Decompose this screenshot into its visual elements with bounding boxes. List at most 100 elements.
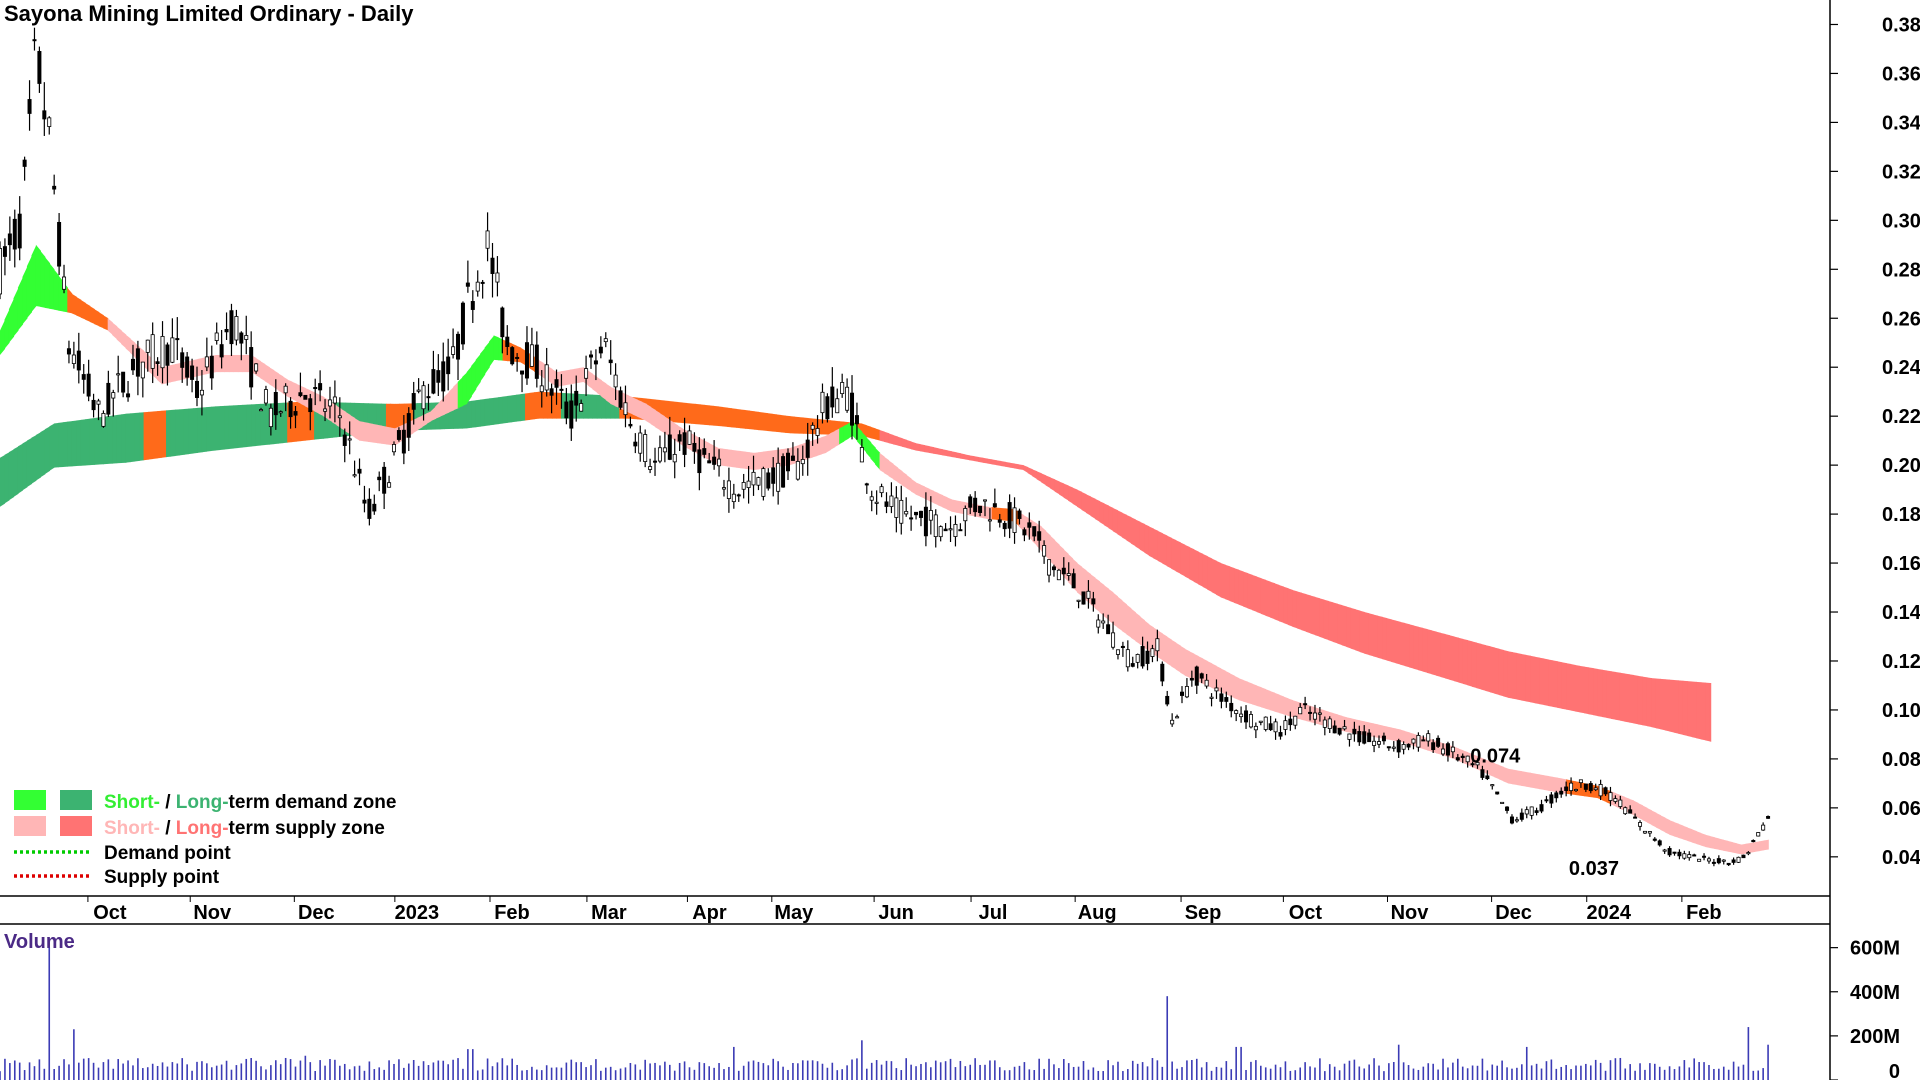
- short-term-zone-segment: [1171, 639, 1177, 670]
- short-term-zone-segment: [13, 287, 19, 337]
- short-term-zone-segment: [655, 410, 661, 431]
- candle-body: [278, 411, 283, 414]
- volume-bar: [314, 1070, 316, 1080]
- long-term-zone-segment: [996, 460, 1002, 466]
- volume-bar: [516, 1064, 518, 1080]
- volume-bar: [383, 1069, 385, 1080]
- volume-bar: [1599, 1062, 1602, 1080]
- short-term-zone-segment: [1332, 713, 1338, 730]
- long-term-zone-segment: [175, 409, 181, 456]
- long-term-zone-segment: [1328, 601, 1334, 642]
- long-term-zone-segment: [991, 459, 997, 466]
- candle-body: [1687, 854, 1692, 859]
- candle-body: [835, 398, 840, 414]
- long-term-zone-segment: [870, 426, 876, 440]
- long-term-zone-segment: [1669, 679, 1675, 733]
- volume-bar: [1363, 1068, 1366, 1080]
- long-term-zone-segment: [587, 394, 593, 419]
- candle-body: [1514, 819, 1519, 822]
- volume-bar: [1328, 1064, 1331, 1080]
- volume-bar: [230, 1069, 233, 1080]
- candle-body: [653, 460, 658, 463]
- candle-body: [337, 415, 342, 419]
- volume-bar: [1269, 1068, 1272, 1080]
- volume-bar: [1181, 1067, 1183, 1080]
- long-term-zone-segment: [22, 440, 28, 491]
- short-term-zone-segment: [1391, 727, 1397, 741]
- volume-bar: [708, 1066, 710, 1080]
- long-term-zone-segment: [928, 446, 934, 454]
- candle-body: [1741, 854, 1746, 859]
- short-term-zone-segment: [735, 450, 742, 469]
- long-term-zone-segment: [251, 404, 257, 447]
- long-term-zone-segment: [103, 416, 109, 465]
- short-term-zone-segment: [215, 354, 221, 373]
- short-term-zone-segment: [22, 266, 28, 325]
- volume-bar: [417, 1065, 420, 1080]
- long-term-zone-segment: [1664, 679, 1670, 732]
- short-term-zone-segment: [601, 380, 607, 401]
- candle-body: [66, 348, 71, 355]
- volume-bar: [1299, 1067, 1301, 1080]
- candle-body: [470, 301, 475, 310]
- volume-bar: [1585, 1063, 1587, 1080]
- candle-body: [1101, 620, 1106, 624]
- legend-demand-mid: /: [160, 792, 176, 813]
- candle-body: [1529, 806, 1534, 816]
- long-term-zone-segment: [1005, 461, 1011, 468]
- candle-body: [1130, 663, 1135, 667]
- legend-supply-main: Long-: [176, 818, 229, 839]
- volume-bar: [215, 1065, 218, 1080]
- long-term-zone-segment: [695, 403, 701, 425]
- date-tick-label: Jul: [979, 902, 1008, 924]
- candle-body: [357, 468, 362, 474]
- candle-body: [628, 423, 633, 427]
- volume-bar: [1427, 1063, 1430, 1080]
- volume-bar: [570, 1059, 573, 1080]
- volume-bar: [550, 1067, 553, 1080]
- short-term-zone-segment: [1103, 585, 1110, 621]
- volume-bar: [1255, 1060, 1257, 1080]
- short-term-zone-segment: [1503, 766, 1509, 784]
- volume-bar: [1609, 1060, 1612, 1080]
- volume-bar: [1033, 1070, 1036, 1080]
- candle-body: [613, 374, 618, 388]
- long-term-zone-segment: [381, 403, 387, 433]
- long-term-zone-segment: [462, 401, 468, 429]
- short-term-zone-segment: [596, 377, 602, 397]
- volume-bar: [1535, 1063, 1538, 1080]
- volume-bar: [649, 1063, 651, 1080]
- short-term-zone-segment: [1548, 776, 1554, 792]
- short-term-zone-segment: [457, 377, 463, 409]
- candle-body: [766, 472, 771, 489]
- candle-body: [1721, 859, 1726, 862]
- volume-bar: [1210, 1070, 1213, 1080]
- short-term-zone-segment: [1278, 694, 1285, 715]
- candle-body: [1120, 645, 1125, 649]
- volume-bar: [348, 1069, 351, 1080]
- candle-body: [32, 39, 37, 42]
- candle-body: [1628, 809, 1633, 814]
- volume-bar: [767, 1065, 770, 1080]
- short-term-zone-segment: [1700, 832, 1706, 848]
- long-term-zone-segment: [489, 397, 495, 426]
- candle-body: [239, 332, 244, 344]
- candle-body: [1470, 763, 1475, 766]
- short-term-zone-segment: [116, 326, 122, 344]
- candle-body: [1189, 677, 1194, 681]
- volume-bar: [112, 1068, 115, 1080]
- volume-bar: [870, 1062, 873, 1080]
- volume-bar: [1156, 1060, 1159, 1080]
- long-term-zone-segment: [924, 445, 930, 453]
- candle-body: [1426, 733, 1431, 742]
- candle-body: [332, 396, 337, 404]
- candle-body: [1386, 746, 1391, 749]
- volume-bar: [43, 1068, 46, 1080]
- volume-bar: [501, 1058, 504, 1080]
- short-term-zone-segment: [565, 369, 571, 386]
- long-term-zone-segment: [67, 421, 73, 467]
- long-term-zone-segment: [1238, 569, 1244, 607]
- volume-bar: [540, 1070, 543, 1080]
- volume-bar: [33, 1066, 36, 1080]
- long-term-zone-segment: [529, 392, 535, 420]
